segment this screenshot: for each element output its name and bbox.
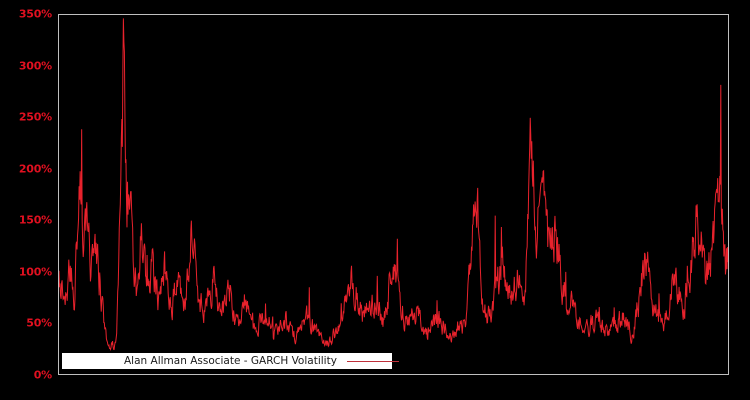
y-tick-label-200: 200% xyxy=(18,162,52,176)
volatility-line-series xyxy=(59,15,728,374)
legend[interactable]: Alan Allman Associate - GARCH Volatility xyxy=(62,353,399,369)
y-tick-label-0: 0% xyxy=(33,368,52,382)
y-tick-label-300: 300% xyxy=(18,59,52,73)
y-tick-label-100: 100% xyxy=(18,265,52,279)
y-tick-label-250: 250% xyxy=(18,110,52,124)
plot-area xyxy=(58,14,729,375)
y-tick-label-350: 350% xyxy=(18,7,52,21)
legend-label: Alan Allman Associate - GARCH Volatility xyxy=(124,355,337,367)
legend-line-sample xyxy=(346,360,399,362)
y-tick-label-150: 150% xyxy=(18,213,52,227)
y-tick-label-50: 50% xyxy=(26,316,52,330)
series-path xyxy=(59,18,728,349)
